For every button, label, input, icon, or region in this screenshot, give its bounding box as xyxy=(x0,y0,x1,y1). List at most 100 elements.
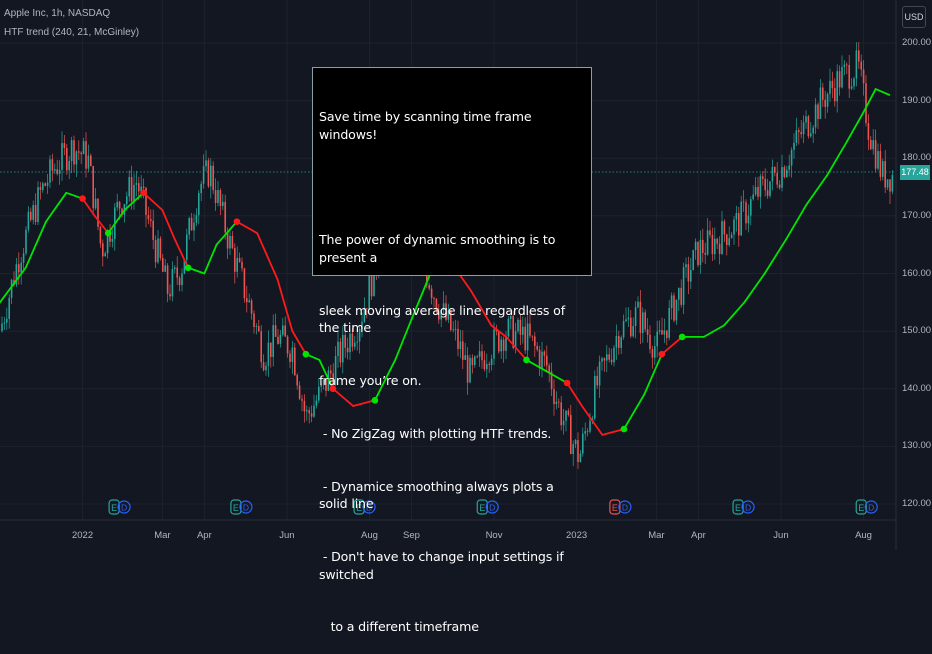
candle-body xyxy=(860,61,862,70)
candle-body xyxy=(428,285,430,289)
candle-body xyxy=(502,339,505,351)
indicator-title: HTF trend (240, 21, McGinley) xyxy=(4,27,140,38)
note-line: Save time by scanning time frame windows… xyxy=(319,109,536,142)
candle-body xyxy=(63,143,66,149)
candle-body xyxy=(3,322,6,324)
candle-body xyxy=(634,307,637,327)
candle-body xyxy=(867,123,870,140)
candle-body xyxy=(188,217,190,235)
trend-segment xyxy=(215,220,238,246)
candle-body xyxy=(699,239,702,266)
y-tick-label: 140.00 xyxy=(902,382,932,394)
annotation-note: Save time by scanning time frame windows… xyxy=(312,67,592,634)
trend-segment xyxy=(256,232,279,281)
candle-body xyxy=(814,104,817,128)
trend-segment xyxy=(566,382,583,407)
candle-body xyxy=(750,199,752,216)
trend-change-dot xyxy=(678,333,686,341)
candle-body xyxy=(61,143,63,170)
candle-body xyxy=(644,312,646,330)
candle-body xyxy=(116,201,118,208)
x-tick-label: Sep xyxy=(403,530,420,541)
trend-segment xyxy=(785,203,808,240)
candle-body xyxy=(226,232,229,249)
candle-body xyxy=(464,355,466,360)
trend-segment xyxy=(107,209,126,235)
candle-body xyxy=(104,253,106,257)
trend-change-dot xyxy=(658,350,666,358)
earnings-letter: E xyxy=(356,503,362,513)
trend-segment xyxy=(643,353,663,396)
candle-body xyxy=(248,300,250,303)
candle-body xyxy=(296,375,298,386)
candle-body xyxy=(433,297,435,299)
candle-body xyxy=(802,122,805,135)
candle-body xyxy=(332,373,334,385)
x-tick-label: 2022 xyxy=(71,530,94,541)
candle-body xyxy=(176,267,178,278)
x-tick-label: Apr xyxy=(690,530,706,541)
candle-body xyxy=(6,318,8,323)
candle-body xyxy=(260,331,262,363)
candle-body xyxy=(483,360,486,370)
candle-body xyxy=(289,353,291,362)
candle-body xyxy=(18,264,20,273)
candle-body xyxy=(78,151,80,153)
candle-body xyxy=(142,186,145,188)
candle-body xyxy=(505,336,507,351)
candle-body xyxy=(68,160,70,171)
candle-body xyxy=(879,151,882,177)
trend-change-dot xyxy=(79,195,86,202)
earnings-letter: E xyxy=(111,503,117,513)
candle-body xyxy=(716,238,718,244)
candle-body xyxy=(870,139,872,150)
candle-body xyxy=(680,287,682,305)
dividend-letter: D xyxy=(868,503,874,513)
currency-button[interactable]: USD xyxy=(902,6,926,28)
candle-body xyxy=(445,303,447,320)
earnings-icon xyxy=(230,499,242,515)
candle-body xyxy=(687,264,690,282)
candle-body xyxy=(776,172,778,185)
dividend-icon xyxy=(362,500,376,514)
candle-body xyxy=(42,183,44,190)
candle-body xyxy=(769,181,771,196)
candle-body xyxy=(452,329,454,331)
candle-body xyxy=(190,217,193,231)
candle-body xyxy=(462,341,464,360)
candle-body xyxy=(618,336,620,348)
candle-body xyxy=(481,351,483,361)
candle-body xyxy=(298,385,301,399)
x-tick-label: Nov xyxy=(485,530,503,541)
trend-segment xyxy=(581,405,604,436)
dividend-letter: D xyxy=(243,503,249,513)
candle-body xyxy=(15,264,18,285)
candle-body xyxy=(723,221,726,235)
y-tick-label: 180.00 xyxy=(902,152,932,164)
earnings-letter: E xyxy=(858,503,864,513)
candle-body xyxy=(258,326,260,332)
trend-change-dot xyxy=(104,229,112,237)
candle-body xyxy=(49,159,51,183)
candle-body xyxy=(704,252,706,255)
candle-body xyxy=(282,325,284,335)
candle-body xyxy=(279,334,282,344)
candle-body xyxy=(762,176,764,179)
candle-body xyxy=(44,183,46,186)
candle-body xyxy=(210,165,212,187)
candle-body xyxy=(135,183,138,185)
candle-body xyxy=(661,330,663,335)
candle-body xyxy=(793,142,795,150)
trend-segment xyxy=(81,197,96,217)
candle-body xyxy=(87,155,90,169)
candle-body xyxy=(303,400,306,412)
